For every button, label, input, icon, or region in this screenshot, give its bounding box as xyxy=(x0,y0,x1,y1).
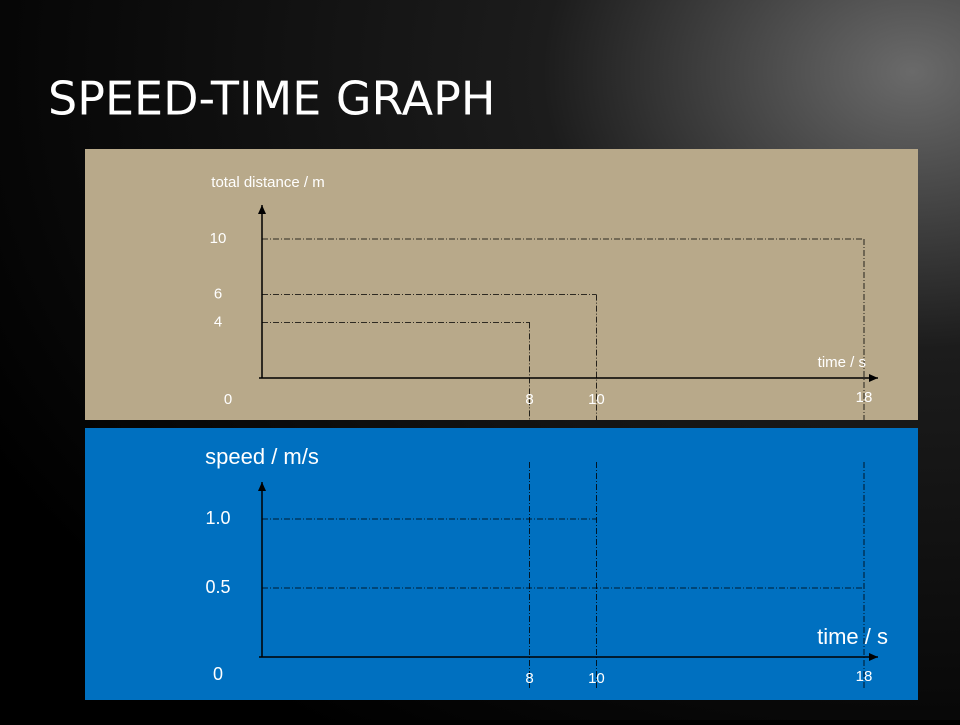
x-axis-arrow xyxy=(869,653,878,661)
y-tick-label: 0.5 xyxy=(205,577,230,597)
x-tick-label: 0 xyxy=(224,391,232,408)
x-tick-label: 18 xyxy=(856,389,873,406)
y-tick-label: 4 xyxy=(214,313,222,330)
y-tick-label: 1.0 xyxy=(205,508,230,528)
y-axis-arrow xyxy=(258,482,266,491)
x-tick-label: 18 xyxy=(856,668,873,685)
slide-title: SPEED-TIME GRAPH xyxy=(48,72,495,126)
panel-top xyxy=(85,149,918,420)
y-axis-label: total distance / m xyxy=(211,174,324,191)
panel-bottom xyxy=(85,428,918,700)
x-tick-label: 10 xyxy=(588,670,605,687)
y-axis-arrow xyxy=(258,205,266,214)
y-axis-label: speed / m/s xyxy=(205,444,319,469)
x-axis-label: time / s xyxy=(817,624,888,649)
x-tick-label: 8 xyxy=(525,391,533,408)
y-tick-label: 0 xyxy=(213,664,223,684)
x-axis-label: time / s xyxy=(818,354,866,371)
y-tick-label: 6 xyxy=(214,286,222,303)
x-axis-arrow xyxy=(869,374,878,382)
y-tick-label: 10 xyxy=(210,230,227,247)
x-tick-label: 10 xyxy=(588,391,605,408)
x-tick-label: 8 xyxy=(525,670,533,687)
